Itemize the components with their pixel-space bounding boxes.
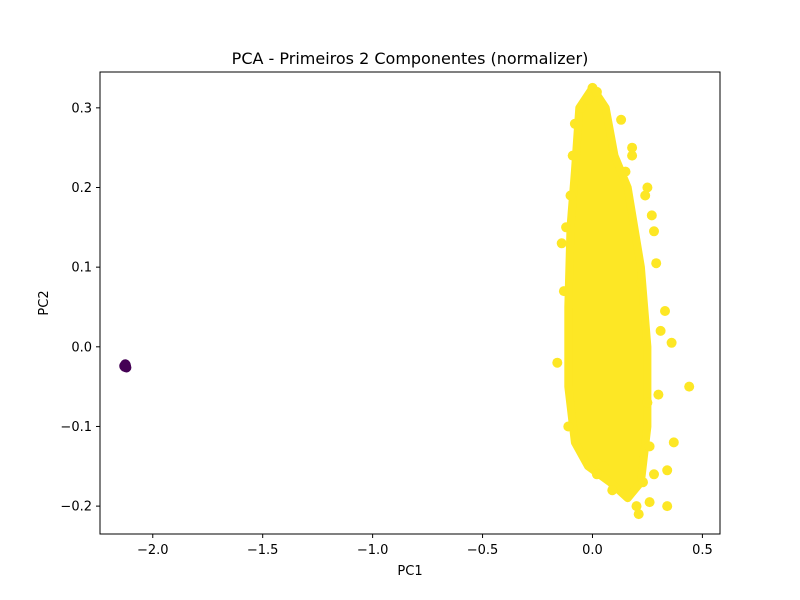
- x-axis-label: PC1: [397, 564, 422, 579]
- data-point: [561, 222, 572, 233]
- data-point: [642, 182, 653, 193]
- x-tick-label: −2.0: [137, 543, 169, 558]
- data-point: [569, 118, 580, 129]
- y-axis-label: PC2: [37, 290, 52, 315]
- data-point: [558, 286, 569, 297]
- data-point: [556, 238, 567, 249]
- y-tick-label: 0.1: [71, 261, 92, 276]
- x-tick-label: −0.5: [467, 543, 499, 558]
- data-point: [638, 477, 648, 488]
- data-point: [576, 102, 587, 113]
- axes-frame: [99, 71, 721, 535]
- x-tick-label: −1.0: [357, 543, 389, 558]
- data-point: [649, 226, 659, 237]
- data-point: [552, 357, 563, 368]
- data-point: [644, 497, 655, 508]
- data-point: [627, 142, 638, 153]
- data-point: [607, 485, 618, 496]
- x-tick-label: 0.0: [582, 543, 603, 558]
- data-point: [631, 501, 642, 512]
- data-point: [642, 397, 653, 408]
- data-point: [591, 86, 602, 97]
- data-point: [635, 278, 646, 289]
- point-cloud-core: [564, 83, 652, 503]
- data-point: [563, 421, 574, 432]
- data-point: [620, 166, 631, 177]
- data-point: [646, 210, 657, 221]
- data-point: [649, 469, 659, 480]
- chart-title: PCA - Primeiros 2 Componentes (normalize…: [232, 49, 589, 68]
- y-tick-label: −0.1: [60, 420, 92, 435]
- y-tick-label: −0.2: [60, 500, 92, 515]
- y-tick-label: 0.2: [71, 181, 92, 196]
- data-point: [591, 469, 602, 480]
- y-tick-label: 0.3: [71, 101, 92, 116]
- data-point: [627, 150, 638, 161]
- data-point: [567, 150, 578, 161]
- plot-area: [119, 82, 695, 520]
- data-point: [583, 94, 594, 105]
- y-axis: −0.2 −0.1 0.0 0.1 0.2 0.3: [60, 101, 100, 515]
- data-point: [655, 325, 666, 336]
- data-point: [662, 501, 673, 512]
- data-point: [684, 381, 695, 392]
- data-point: [616, 114, 627, 125]
- y-tick-label: 0.0: [71, 340, 92, 355]
- data-point: [644, 441, 655, 452]
- data-point: [666, 337, 677, 348]
- data-point: [640, 190, 651, 201]
- data-point: [633, 509, 644, 520]
- data-point: [653, 389, 664, 400]
- data-point: [668, 437, 679, 448]
- data-point: [598, 461, 609, 472]
- data-point: [651, 258, 662, 269]
- x-tick-label: −1.5: [247, 543, 279, 558]
- data-point: [120, 360, 131, 371]
- data-point: [662, 465, 673, 476]
- x-tick-label: 0.5: [692, 543, 713, 558]
- data-point: [660, 306, 670, 316]
- data-point: [565, 190, 576, 201]
- x-axis: −2.0 −1.5 −1.0 −0.5 0.0 0.5: [137, 534, 713, 558]
